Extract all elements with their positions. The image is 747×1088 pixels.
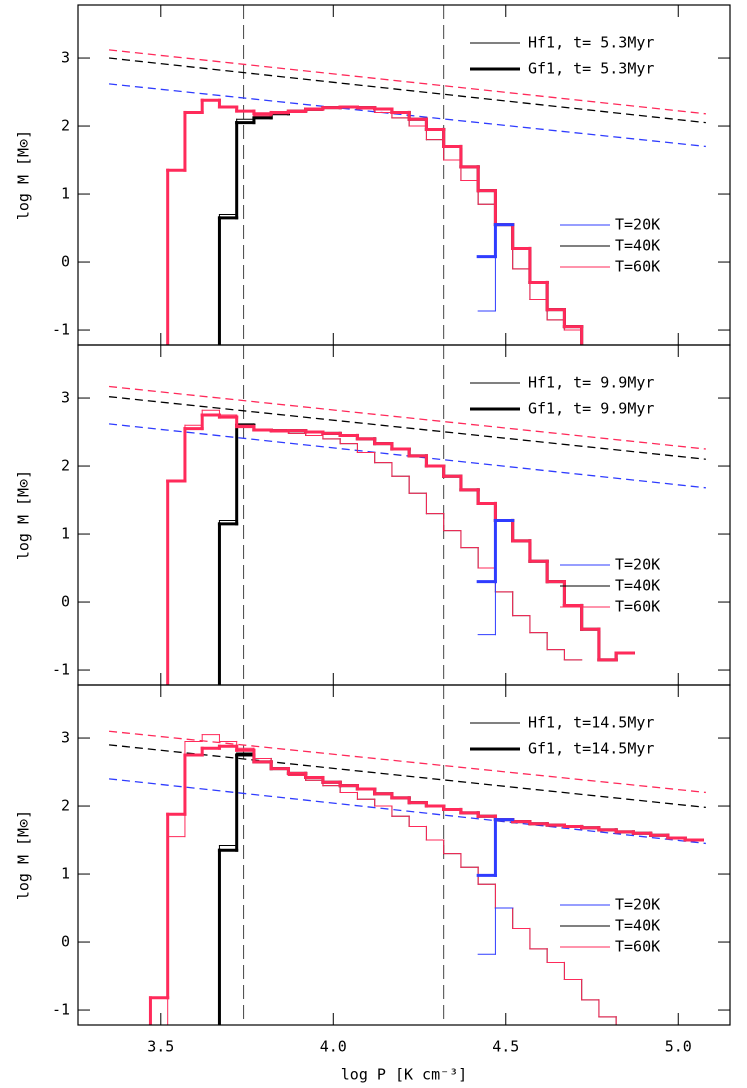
plot-area <box>108 685 706 1025</box>
y-tick-label: 2 <box>61 797 70 815</box>
panel: -1 0 1 2 3 3.5 4.0 4.5 5.0 log M [M⊙] log P [K cm⁻… <box>15 684 731 1084</box>
y-axis-label: log M [M⊙] <box>15 130 33 220</box>
y-tick-label: 0 <box>61 933 70 951</box>
x-axis-label: log P [K cm⁻³] <box>341 1066 467 1084</box>
legend-label: T=40K <box>615 577 660 595</box>
y-tick-label: 2 <box>61 457 70 475</box>
dashed-line <box>108 57 706 124</box>
legend-label: Gf1, t= 9.9Myr <box>528 400 654 418</box>
y-tick-label: 1 <box>61 865 70 883</box>
frame <box>77 344 731 686</box>
y-tick-label: 3 <box>61 729 70 747</box>
legend-label: Hf1, t= 5.3Myr <box>528 34 654 52</box>
legend-label: Gf1, t= 5.3Myr <box>528 60 654 78</box>
x-tick-label: 5.0 <box>665 1038 692 1056</box>
dashed-line <box>108 744 706 809</box>
legend-label: T=60K <box>615 258 660 276</box>
dashed-line <box>108 730 706 794</box>
y-tick-label: 1 <box>61 185 70 203</box>
legend-label: T=20K <box>615 556 660 574</box>
legend-label: T=60K <box>615 598 660 616</box>
legend-label: T=40K <box>615 237 660 255</box>
legend-label: Hf1, t=14.5Myr <box>528 714 654 732</box>
frame <box>77 4 731 346</box>
x-tick-label: 4.5 <box>492 1038 519 1056</box>
legend-label: T=40K <box>615 917 660 935</box>
panel: -1 0 1 2 3 log M [M⊙] Hf1, t= 9.9Myr Gf1, t= 9.… <box>15 344 731 686</box>
legend-label: Gf1, t=14.5Myr <box>528 740 654 758</box>
dashed-line <box>108 385 706 450</box>
y-tick-label: 3 <box>61 389 70 407</box>
legend-label: Hf1, t= 9.9Myr <box>528 374 654 392</box>
x-tick-label: 4.0 <box>320 1038 347 1056</box>
panel: -1 0 1 2 3 log M [M⊙] Hf1, t= 5.3Myr Gf1, t= 5.… <box>15 4 731 346</box>
legend-label: T=60K <box>615 938 660 956</box>
x-tick-label: 3.5 <box>147 1038 174 1056</box>
y-tick-label: -1 <box>52 661 70 679</box>
dashed-line <box>108 396 706 460</box>
y-tick-label: -1 <box>52 1001 70 1019</box>
y-tick-label: 0 <box>61 593 70 611</box>
frame <box>77 684 731 1026</box>
y-tick-label: 3 <box>61 49 70 67</box>
y-tick-label: 0 <box>61 253 70 271</box>
y-axis-label: log M [M⊙] <box>15 810 33 900</box>
dashed-line <box>108 778 706 845</box>
y-tick-label: 1 <box>61 525 70 543</box>
plot-area <box>108 5 706 345</box>
dashed-line <box>108 83 706 148</box>
legend-label: T=20K <box>615 216 660 234</box>
y-tick-label: 2 <box>61 117 70 135</box>
dashed-line <box>108 423 706 489</box>
y-tick-label: -1 <box>52 321 70 339</box>
legend-label: T=20K <box>615 896 660 914</box>
plot-area <box>108 345 706 685</box>
dashed-line <box>108 49 706 115</box>
y-axis-label: log M [M⊙] <box>15 470 33 560</box>
